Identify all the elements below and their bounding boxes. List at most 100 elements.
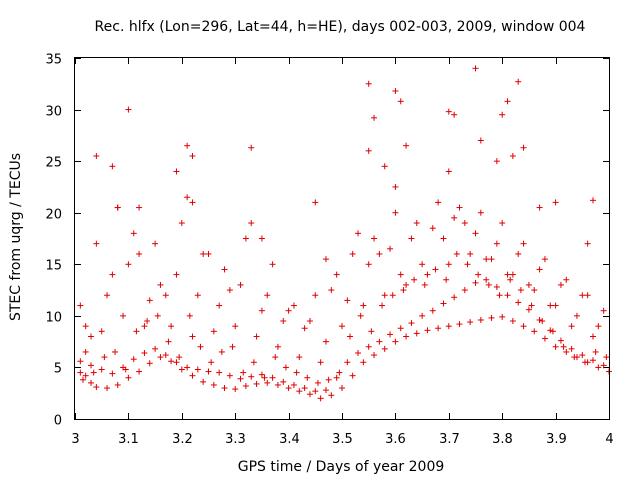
data-point	[461, 287, 468, 294]
data-point	[98, 328, 105, 335]
data-point	[274, 343, 281, 350]
x-tick-label: 4	[605, 432, 613, 447]
data-point	[472, 279, 479, 286]
data-point	[557, 337, 564, 344]
data-point	[456, 204, 463, 211]
data-point	[152, 240, 159, 247]
data-point	[408, 320, 415, 327]
data-point	[232, 386, 239, 393]
data-point	[280, 318, 287, 325]
data-point	[136, 250, 143, 257]
data-point	[312, 199, 319, 206]
y-axis-ticks: 0 5 10 15 20 25 30 35	[45, 53, 609, 429]
data-point	[600, 307, 607, 314]
data-point	[146, 297, 153, 304]
data-point	[392, 183, 399, 190]
data-point	[568, 345, 575, 352]
data-point	[306, 318, 313, 325]
data-point	[392, 338, 399, 345]
data-point	[451, 111, 458, 118]
data-point	[451, 294, 458, 301]
data-point	[589, 357, 596, 364]
data-point	[93, 384, 100, 391]
data-point	[371, 352, 378, 359]
data-point	[229, 343, 236, 350]
data-point	[136, 368, 143, 375]
data-point	[381, 292, 388, 299]
data-point	[261, 374, 268, 381]
data-point	[339, 385, 345, 392]
data-point	[269, 261, 276, 268]
data-point	[413, 330, 420, 337]
data-point	[424, 271, 431, 278]
y-tick-label: 35	[45, 53, 62, 68]
data-point	[173, 359, 180, 366]
data-point	[344, 359, 351, 366]
data-point	[125, 374, 132, 381]
data-point	[218, 348, 225, 355]
data-point	[162, 352, 169, 359]
data-point	[568, 323, 575, 330]
data-point	[397, 271, 404, 278]
data-point	[467, 319, 474, 326]
data-point	[189, 152, 196, 159]
data-point	[226, 372, 233, 379]
x-tick-label: 3.7	[439, 432, 460, 447]
x-tick-label: 3.6	[385, 432, 406, 447]
x-axis-ticks: 3 3.1 3.2 3.3 3.4 3.5 3.6 3.7 3.8 3.9 4	[71, 58, 614, 447]
data-point	[173, 271, 180, 278]
y-tick-label: 20	[45, 208, 62, 223]
data-point	[365, 261, 372, 268]
data-point	[347, 333, 354, 340]
data-point	[453, 250, 460, 257]
data-point	[205, 250, 212, 257]
data-point	[483, 276, 490, 283]
data-point	[365, 80, 372, 87]
y-axis-label: STEC from uqrg / TECUs	[8, 153, 24, 321]
data-point	[515, 250, 522, 257]
data-point	[285, 385, 292, 392]
data-point	[82, 323, 89, 330]
data-point	[258, 371, 265, 378]
data-point	[80, 376, 87, 383]
data-point	[355, 349, 362, 356]
data-point	[429, 225, 436, 232]
data-point	[282, 364, 289, 371]
data-point	[493, 240, 500, 247]
data-point	[477, 209, 484, 216]
data-point	[403, 142, 410, 149]
data-point	[445, 323, 452, 330]
data-point	[328, 392, 335, 399]
data-point	[248, 373, 255, 380]
data-point	[165, 338, 172, 345]
data-point	[112, 348, 119, 355]
data-point	[77, 358, 84, 365]
data-point	[136, 204, 143, 211]
data-point	[365, 147, 372, 154]
data-point	[272, 354, 279, 361]
data-point	[322, 256, 329, 263]
data-point	[504, 271, 511, 278]
data-point	[549, 328, 556, 335]
data-point	[168, 358, 175, 365]
data-point	[461, 220, 468, 227]
data-point	[517, 287, 524, 294]
x-tick-label: 3.3	[225, 432, 246, 447]
data-point	[499, 220, 506, 227]
data-point	[379, 302, 386, 309]
data-point	[541, 256, 548, 263]
data-point	[360, 302, 367, 309]
data-point	[173, 168, 180, 175]
data-point	[208, 359, 215, 366]
data-point	[93, 152, 100, 159]
data-point	[432, 266, 439, 273]
y-tick-label: 0	[54, 414, 62, 429]
data-point	[376, 250, 383, 257]
data-point	[237, 375, 244, 382]
data-point	[504, 98, 511, 105]
data-point	[184, 364, 191, 371]
data-point	[515, 78, 522, 85]
y-tick-label: 25	[45, 156, 62, 171]
data-point	[589, 197, 596, 204]
data-point	[176, 354, 183, 361]
